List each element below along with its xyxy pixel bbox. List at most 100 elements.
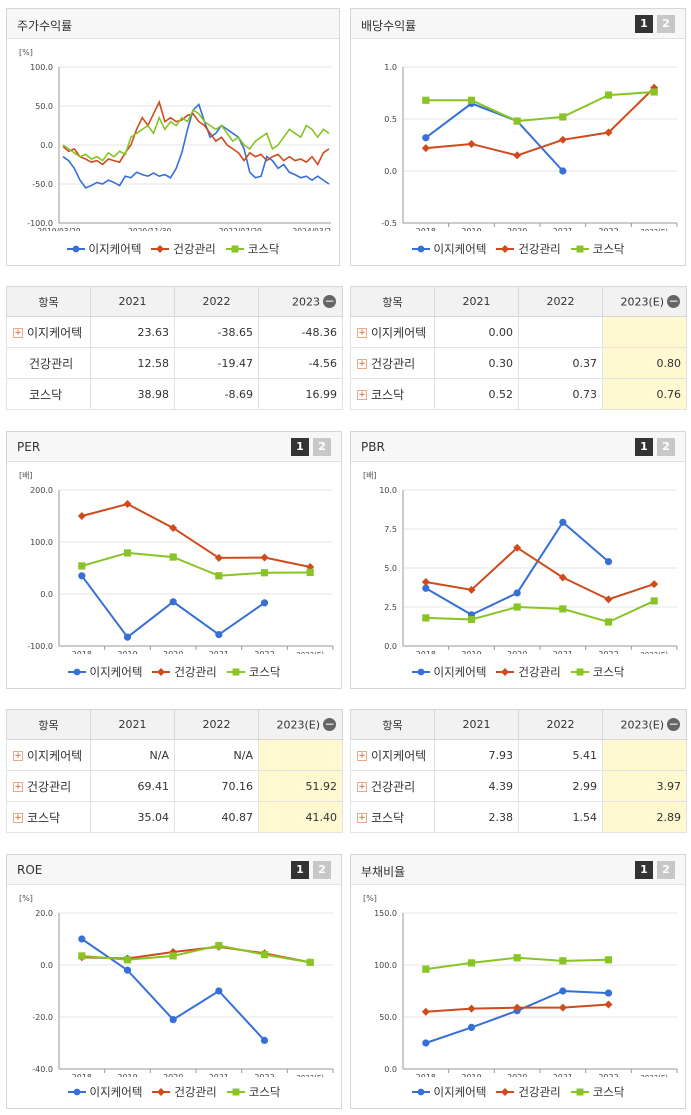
page-1-button[interactable]: 1 [291,438,309,456]
page-2-button[interactable]: 2 [313,438,331,456]
table-cell: 2.38 [434,801,519,833]
row-label[interactable]: + 건강관리 [350,770,435,802]
y-tick-label: 2.5 [384,603,397,612]
unit-label: [배] [19,471,33,480]
plus-icon[interactable]: + [357,751,367,761]
plus-icon[interactable]: + [357,390,367,400]
column-header: 항목 [350,709,435,740]
dividend-yield-table: 항목 2021 2022 2023(E) − + 이지케어텍 0.00 + 건강관리 0.30 0.3… [350,286,687,410]
column-header: 2021 [434,709,519,740]
legend-item[interactable]: 코스닥 [225,241,279,257]
data-point [422,134,430,142]
row-label[interactable]: + 코스닥 [6,801,91,833]
plus-icon[interactable]: + [13,813,23,823]
row-label[interactable]: + 이지케어텍 [350,739,435,771]
page-2-button[interactable]: 2 [657,861,675,879]
legend-item[interactable]: 건강관리 [496,664,561,680]
minus-icon[interactable]: − [667,294,680,309]
data-point [260,553,269,562]
panel-title: 주가수익률 [17,19,73,33]
table-cell: 2.89 [602,801,687,833]
x-tick-label: 2020 [163,650,183,654]
legend-item[interactable]: 건강관리 [151,241,216,257]
minus-icon[interactable]: − [667,717,680,732]
data-point [123,500,132,509]
row-label[interactable]: + 건강관리 [350,347,435,379]
table-cell: N/A [174,739,259,771]
data-point [513,543,522,552]
plus-icon[interactable]: + [13,328,23,338]
x-tick-label: 2018 [416,227,436,231]
legend-item[interactable]: 코스닥 [570,241,624,257]
legend-item[interactable]: 이지케어텍 [411,664,486,680]
row-label[interactable]: + 이지케어텍 [6,316,91,348]
page-2-button[interactable]: 2 [313,861,331,879]
legend-item[interactable]: 건강관리 [496,1084,561,1100]
series-line [62,102,330,189]
legend-item[interactable]: 코스닥 [570,1084,624,1100]
data-point [422,96,430,104]
page-1-button[interactable]: 1 [635,861,653,879]
row-label[interactable]: + 코스닥 [350,801,435,833]
table-cell: 5.41 [518,739,603,771]
table-cell: 40.87 [174,801,259,833]
legend-item[interactable]: 이지케어텍 [67,1084,142,1100]
row-label[interactable]: + 이지케어텍 [350,316,435,348]
x-tick-label: 2024/03/2 [293,227,332,231]
legend-item[interactable]: 코스닥 [570,664,624,680]
page-2-button[interactable]: 2 [657,15,675,33]
x-tick-label: 2021 [553,1073,573,1077]
legend-item[interactable]: 이지케어텍 [411,241,486,257]
data-point [123,633,132,641]
y-tick-label: 0.0 [384,1065,397,1074]
table-header-row: 항목 2021 2022 2023(E) − [350,286,687,317]
x-tick-label: 2020 [507,1073,527,1077]
minus-icon[interactable]: − [323,717,336,732]
row-label[interactable]: + 건강관리 [6,770,91,802]
legend-swatch [570,1088,589,1096]
data-point [169,523,178,532]
data-point [559,957,567,965]
page-1-button[interactable]: 1 [635,15,653,33]
legend-item[interactable]: 이지케어텍 [67,664,142,680]
legend-item[interactable]: 이지케어텍 [66,241,141,257]
plus-icon[interactable]: + [13,751,23,761]
y-tick-label: 5.0 [384,564,397,573]
minus-icon[interactable]: − [323,294,336,309]
y-tick-label: 100.0 [374,961,397,970]
data-point [169,1016,177,1024]
legend-item[interactable]: 이지케어텍 [411,1084,486,1100]
legend-label: 건강관리 [174,1085,217,1099]
legend-swatch [152,668,171,676]
x-tick-label: 2022 [598,1073,618,1077]
data-point [558,135,567,144]
page-1-button[interactable]: 1 [291,861,309,879]
row-label[interactable]: + 코스닥 [350,378,435,410]
panel-title: 배당수익률 [361,19,417,33]
legend-swatch [67,1088,86,1096]
table-cell: 4.39 [434,770,519,802]
plus-icon[interactable]: + [357,359,367,369]
series-line [425,102,564,172]
legend-item[interactable]: 건강관리 [152,1084,217,1100]
plus-icon[interactable]: + [13,782,23,792]
legend-swatch [570,668,589,676]
y-tick-label: 0.0 [384,642,397,651]
row-label[interactable]: + 이지케어텍 [6,739,91,771]
page-1-button[interactable]: 1 [635,438,653,456]
plus-icon[interactable]: + [357,782,367,792]
page-2-button[interactable]: 2 [657,438,675,456]
chart-pager: 1 2 [291,438,331,456]
legend-item[interactable]: 코스닥 [226,1084,280,1100]
chart-legend: 이지케어텍 건강관리 코스닥 [351,664,685,680]
legend-item[interactable]: 건강관리 [496,241,561,257]
legend-item[interactable]: 코스닥 [226,664,280,680]
x-tick-label: 2021 [209,650,229,654]
legend-item[interactable]: 건강관리 [152,664,217,680]
table-row: + 이지케어텍 0.00 [350,316,687,348]
x-tick-label: 2023(E) [640,1074,668,1077]
table-row: + 코스닥 2.38 1.54 2.89 [350,801,687,833]
plus-icon[interactable]: + [357,813,367,823]
unit-label: [%] [363,894,377,903]
plus-icon[interactable]: + [357,328,367,338]
